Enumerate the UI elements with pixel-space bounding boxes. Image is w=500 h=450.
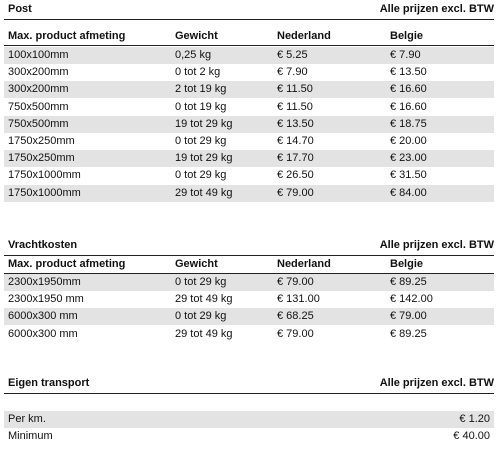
header-row: Max. product afmeting Gewicht Nederland Bel… bbox=[4, 256, 494, 273]
table-row: 1750x1000mm 29 tot 49 kg € 79.00 € 84.00 bbox=[4, 184, 494, 202]
header-cell: Gewicht bbox=[175, 258, 218, 270]
table-cell: 29 tot 49 kg bbox=[175, 293, 233, 306]
table-row: Minimum € 40.00 bbox=[4, 428, 494, 445]
table-cell: 1750x1000mm bbox=[8, 169, 81, 182]
table-cell: € 17.70 bbox=[277, 152, 314, 165]
table-cell: 29 tot 49 kg bbox=[175, 186, 233, 199]
table-cell: € 68.25 bbox=[277, 310, 314, 323]
table-cell: 0 tot 2 kg bbox=[175, 66, 221, 79]
table-cell: 750x500mm bbox=[8, 117, 69, 130]
table-row: 100x100mm 0,25 kg € 5.25 € 7.90 bbox=[4, 47, 494, 64]
table-cell: € 40.00 bbox=[453, 430, 490, 443]
table-row: 300x200mm 2 tot 19 kg € 11.50 € 16.60 bbox=[4, 81, 494, 99]
table-row: 750x500mm 19 tot 29 kg € 13.50 € 18.75 bbox=[4, 115, 494, 133]
table-cell: 0 tot 29 kg bbox=[175, 169, 227, 182]
table-cell: 2300x1950mm bbox=[8, 276, 81, 288]
table-row: 1750x250mm 0 tot 29 kg € 14.70 € 20.00 bbox=[4, 133, 494, 150]
table-cell: € 11.50 bbox=[277, 83, 313, 96]
table-cell: € 23.00 bbox=[390, 152, 427, 165]
table-cell: 0 tot 29 kg bbox=[175, 310, 227, 323]
table-cell: € 142.00 bbox=[390, 293, 433, 306]
table-cell: 750x500mm bbox=[8, 100, 69, 113]
table-cell: Minimum bbox=[8, 430, 53, 443]
table-cell: € 79.00 bbox=[390, 310, 427, 323]
table-cell: 300x200mm bbox=[8, 66, 69, 79]
section-note: Alle prijzen excl. BTW bbox=[379, 377, 494, 389]
table-cell: 0 tot 29 kg bbox=[175, 276, 227, 288]
table-cell: € 16.60 bbox=[390, 100, 427, 113]
table-cell: 19 tot 29 kg bbox=[175, 152, 233, 165]
table-cell: € 13.50 bbox=[390, 66, 427, 79]
section-title: Post bbox=[8, 3, 32, 15]
header-row: Max. product afmeting Gewicht Nederland Bel… bbox=[4, 28, 494, 45]
section-rule bbox=[4, 393, 494, 394]
table-cell: € 5.25 bbox=[277, 49, 308, 61]
table-cell: € 84.00 bbox=[390, 186, 427, 199]
table-row: 2300x1950mm 0 tot 29 kg € 79.00 € 89.25 bbox=[4, 274, 494, 291]
table-row: 750x500mm 0 tot 19 kg € 11.50 € 16.60 bbox=[4, 99, 494, 116]
table-cell: 1750x1000mm bbox=[8, 186, 81, 199]
header-cell: Max. product afmeting bbox=[8, 30, 126, 42]
table-cell: € 16.60 bbox=[390, 83, 427, 96]
header-cell: Gewicht bbox=[175, 30, 218, 42]
section-title: Eigen transport bbox=[8, 377, 90, 389]
table-row: 300x200mm 0 tot 2 kg € 7.90 € 13.50 bbox=[4, 64, 494, 81]
table-cell: 100x100mm bbox=[8, 49, 69, 61]
table-cell: € 7.90 bbox=[277, 66, 308, 79]
table-cell: 6000x300 mm bbox=[8, 327, 78, 340]
header-cell: Nederland bbox=[277, 30, 331, 42]
table-cell: 2 tot 19 kg bbox=[175, 83, 227, 96]
table-cell: € 79.00 bbox=[277, 186, 314, 199]
table-cell: € 14.70 bbox=[277, 135, 314, 147]
section-title: Vrachtkosten bbox=[8, 239, 78, 251]
header-cell: Belgie bbox=[390, 258, 424, 270]
table-cell: € 11.50 bbox=[277, 100, 313, 113]
table-cell: € 1.20 bbox=[459, 413, 490, 425]
table-cell: Per km. bbox=[8, 413, 46, 425]
table-row: 6000x300 mm 0 tot 29 kg € 68.25 € 79.00 bbox=[4, 308, 494, 326]
table-cell: 19 tot 29 kg bbox=[175, 117, 233, 130]
table-cell: € 79.00 bbox=[277, 276, 314, 288]
section-note: Alle prijzen excl. BTW bbox=[379, 239, 494, 251]
table-cell: € 18.75 bbox=[390, 117, 427, 130]
table-cell: 6000x300 mm bbox=[8, 310, 78, 323]
table-cell: € 13.50 bbox=[277, 117, 314, 130]
table-row: 1750x1000mm 0 tot 29 kg € 26.50 € 31.50 bbox=[4, 167, 494, 184]
table-cell: 2300x1950 mm bbox=[8, 293, 84, 306]
table-cell: € 89.25 bbox=[390, 327, 427, 340]
table-cell: € 89.25 bbox=[390, 276, 427, 288]
section-note: Alle prijzen excl. BTW bbox=[379, 3, 494, 15]
header-cell: Belgie bbox=[390, 30, 424, 42]
section-rule bbox=[4, 255, 494, 256]
header-cell: Nederland bbox=[277, 258, 331, 270]
table-cell: 0,25 kg bbox=[175, 49, 212, 61]
table-row: 1750x250mm 19 tot 29 kg € 17.70 € 23.00 bbox=[4, 150, 494, 168]
table-row: Per km. € 1.20 bbox=[4, 411, 494, 428]
header-rule bbox=[4, 45, 494, 46]
section-rule bbox=[4, 19, 494, 20]
table-cell: € 26.50 bbox=[277, 169, 314, 182]
table-cell: € 79.00 bbox=[277, 327, 314, 340]
table-cell: 1750x250mm bbox=[8, 152, 75, 165]
table-cell: € 7.90 bbox=[390, 49, 421, 61]
table-cell: 29 tot 49 kg bbox=[175, 327, 233, 340]
table-cell: € 20.00 bbox=[390, 135, 427, 147]
table-cell: 1750x250mm bbox=[8, 135, 75, 147]
header-rule bbox=[4, 273, 494, 274]
table-cell: 300x200mm bbox=[8, 83, 69, 96]
table-row: 2300x1950 mm 29 tot 49 kg € 131.00 € 142.00 bbox=[4, 291, 494, 308]
table-cell: € 131.00 bbox=[277, 293, 320, 306]
table-cell: 0 tot 29 kg bbox=[175, 135, 227, 147]
header-cell: Max. product afmeting bbox=[8, 258, 126, 270]
table-row: 6000x300 mm 29 tot 49 kg € 79.00 € 89.25 bbox=[4, 326, 494, 343]
table-cell: € 31.50 bbox=[390, 169, 427, 182]
table-cell: 0 tot 19 kg bbox=[175, 100, 227, 113]
